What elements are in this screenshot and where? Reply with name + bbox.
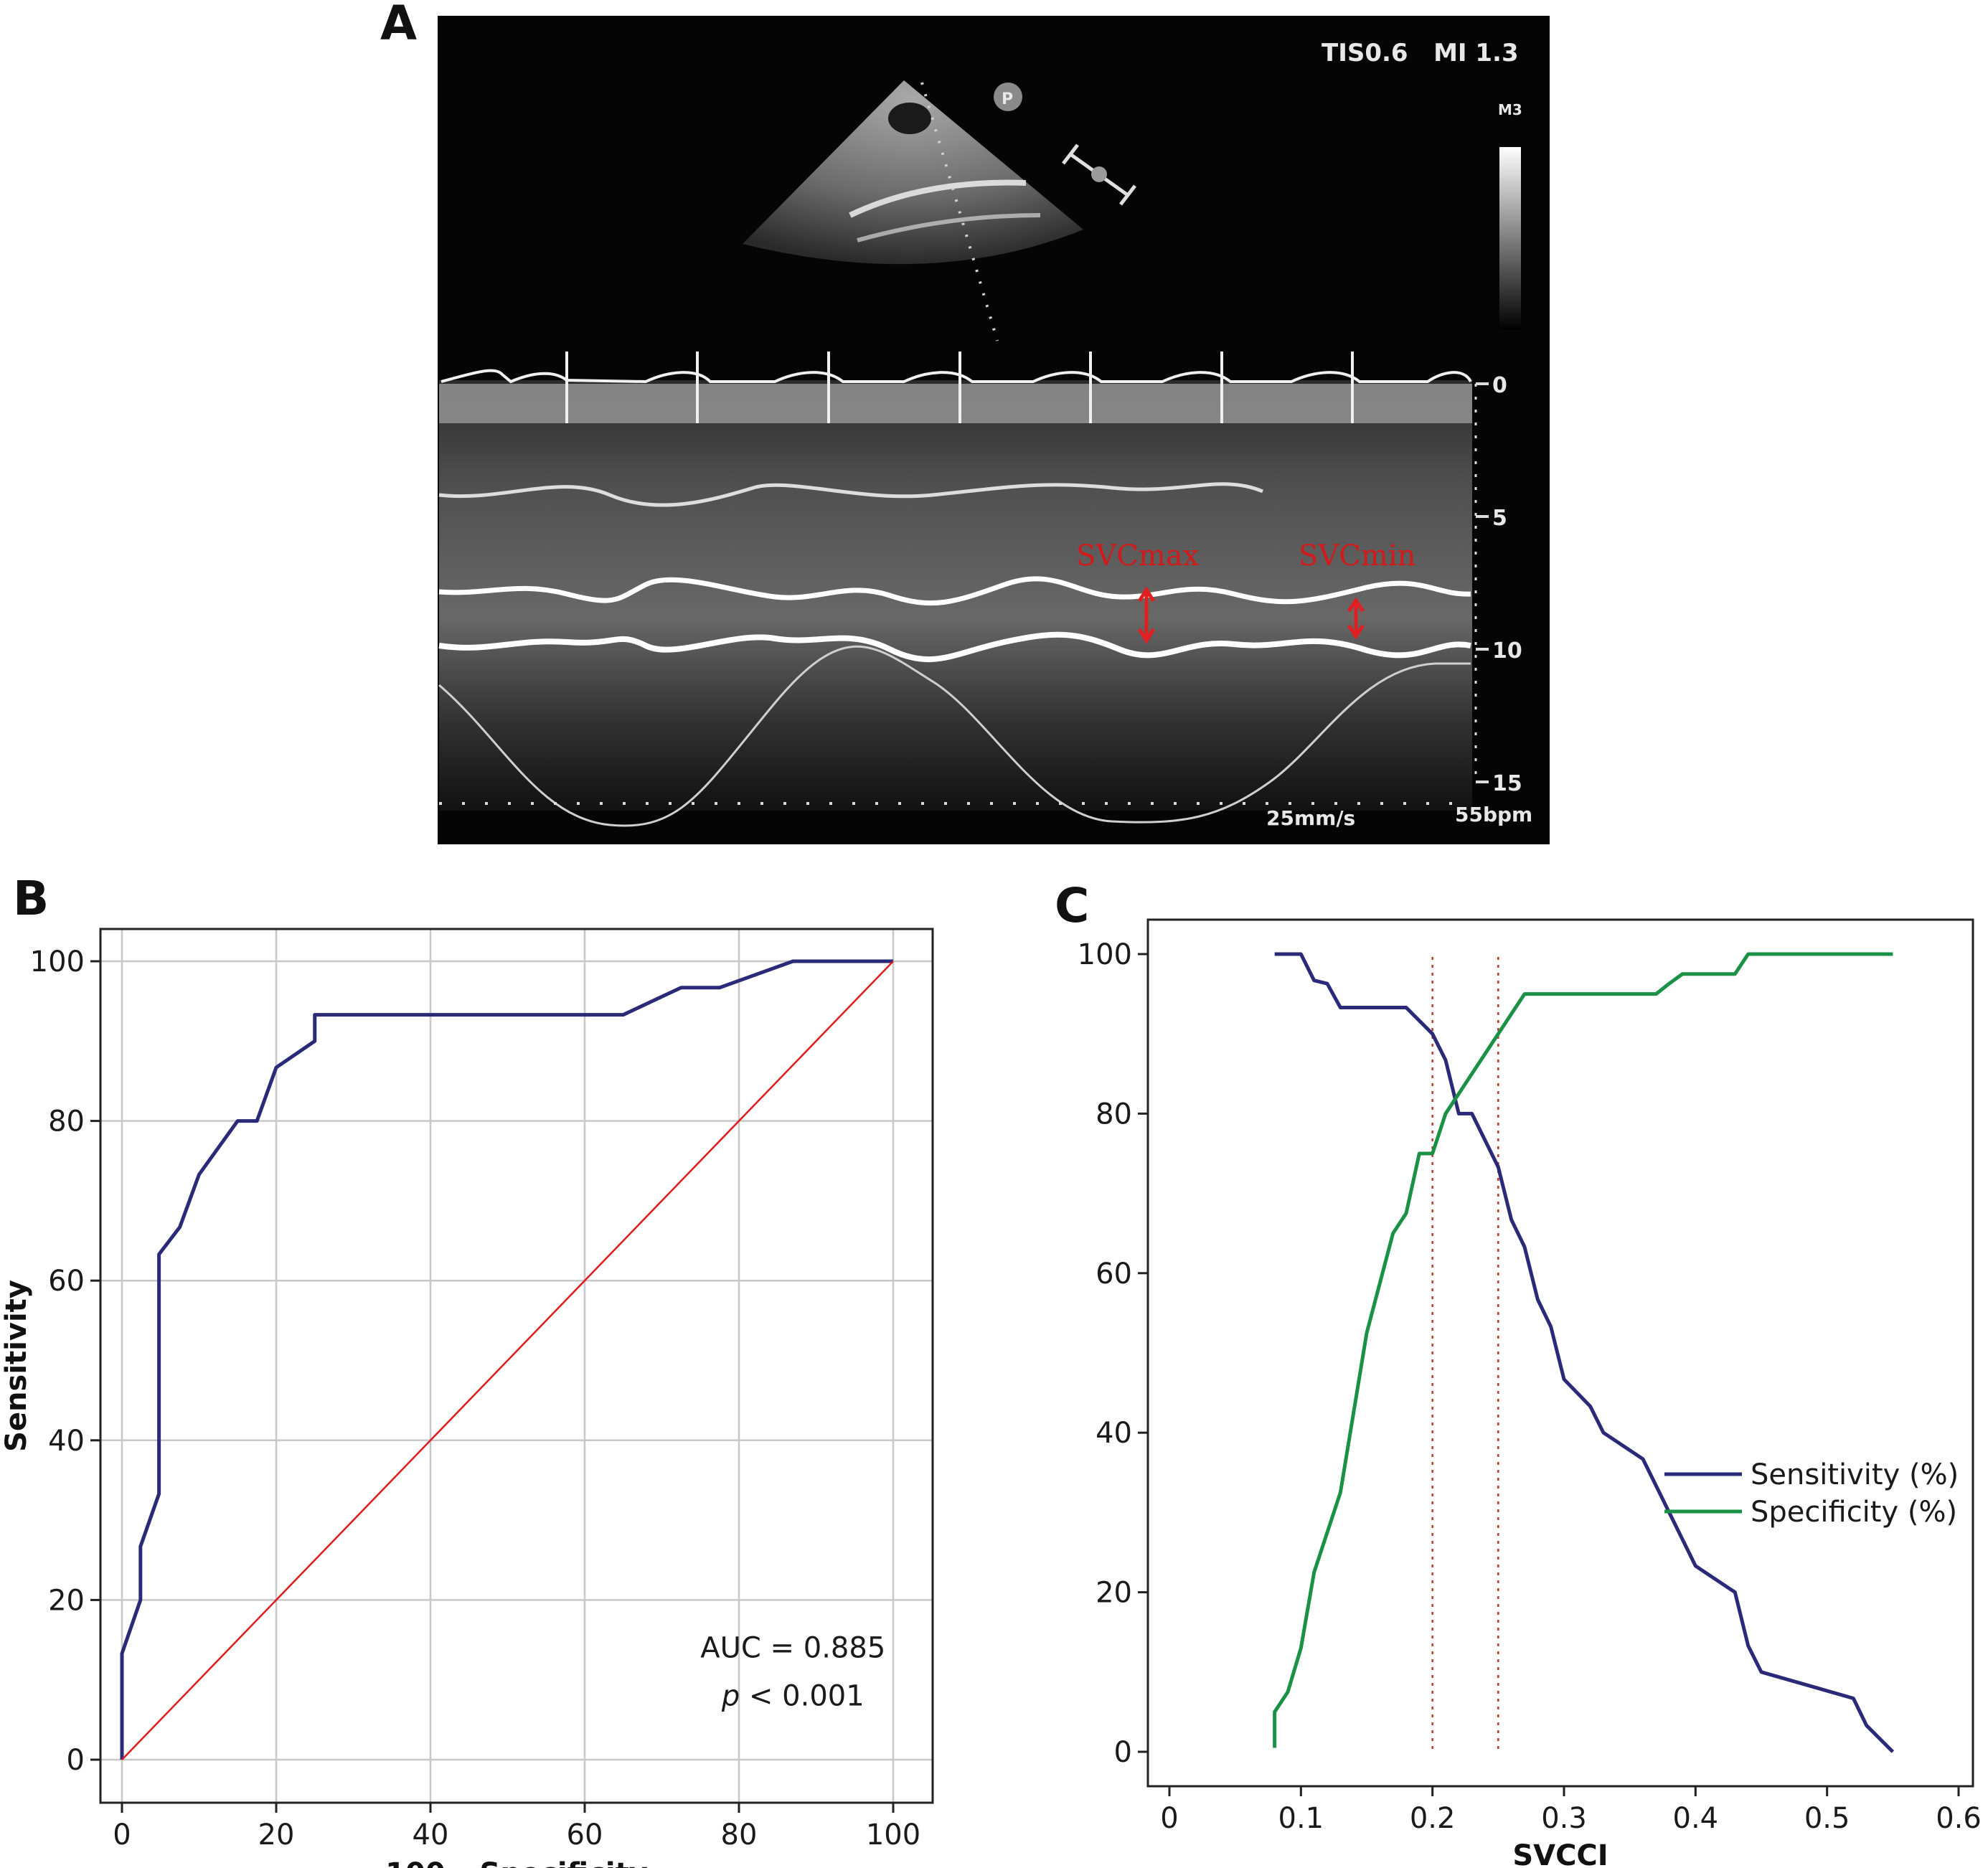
criterion-y-tick-label: 0 — [1114, 1736, 1132, 1769]
criterion-x-tick-label: 0.6 — [1936, 1802, 1982, 1835]
criterion-tick-labels: 0 0.1 0.2 0.3 0.4 0.5 0.6 0 20 40 60 80 100 — [1078, 938, 1982, 1835]
svc-min-caliper — [1347, 597, 1365, 640]
m-mode-trace — [439, 380, 1472, 811]
grayscale-colorbar — [1499, 147, 1521, 330]
criterion-y-tick-label: 100 — [1078, 938, 1132, 971]
roc-x-tick-label: 100 — [866, 1819, 920, 1852]
roc-y-tick-label: 80 — [48, 1105, 85, 1138]
depth-label-10: 10 — [1492, 638, 1522, 664]
criterion-y-tick-label: 40 — [1096, 1417, 1132, 1450]
criterion-x-tick-label: 0.5 — [1804, 1802, 1850, 1835]
reference-diagonal-line — [121, 961, 894, 1760]
criterion-y-tick-label: 80 — [1096, 1098, 1132, 1131]
roc-y-tick-label: 40 — [48, 1425, 85, 1458]
svc-wall-echo-lower — [857, 213, 1041, 242]
roc-grid — [100, 929, 933, 1803]
p-value-annotation: p < 0.001 — [721, 1679, 865, 1712]
roc-tick-labels: 0 20 40 60 80 100 0 20 40 60 80 100 — [30, 945, 921, 1852]
m-mode-cursor — [920, 82, 999, 341]
depth-label-0: 0 — [1492, 373, 1507, 398]
criterion-x-axis-title: SVCCI — [1512, 1839, 1608, 1868]
criterion-plot-frame — [1146, 918, 1974, 1788]
criterion-series — [1273, 952, 1895, 1753]
panel-c-letter: C — [1055, 878, 1089, 933]
ecg-r-waves — [565, 352, 1354, 423]
criterion-ticks — [1138, 953, 1960, 1796]
criterion-lines — [1431, 957, 1499, 1754]
roc-y-tick-label: 100 — [30, 945, 85, 978]
depth-scale: 0 5 10 15 — [1474, 373, 1522, 796]
panel-b: B 0 20 40 60 80 100 0 20 40 60 80 100 100 – Specifi… — [0, 871, 934, 1868]
svc-max-label: SVCmax — [1076, 539, 1200, 572]
vessel-lumen — [888, 103, 931, 134]
roc-x-tick-label: 20 — [258, 1819, 295, 1852]
legend-specificity-label: Specificity (%) — [1751, 1496, 1957, 1529]
p-value-symbol: p — [721, 1679, 740, 1712]
roc-series — [120, 959, 894, 1760]
ecg-trace — [441, 369, 1472, 384]
svc-anterior-wall — [438, 576, 1471, 606]
svc-max-caliper — [1137, 586, 1156, 644]
probe-marker-label: P — [1002, 90, 1013, 108]
roc-plot-frame — [99, 928, 934, 1804]
roc-x-tick-label: 60 — [567, 1819, 603, 1852]
svc-posterior-wall — [438, 631, 1471, 663]
depth-label-5: 5 — [1492, 506, 1507, 531]
roc-curve — [120, 959, 893, 1760]
criterion-x-tick-label: 0 — [1160, 1802, 1178, 1835]
criterion-x-tick-label: 0.2 — [1410, 1802, 1456, 1835]
roc-ticks — [90, 960, 895, 1813]
criterion-y-tick-label: 60 — [1096, 1258, 1132, 1291]
colorbar-label: M3 — [1498, 101, 1522, 118]
criterion-x-tick-label: 0.3 — [1541, 1802, 1587, 1835]
roc-x-axis-title: 100 – Specificity — [385, 1857, 648, 1868]
roc-x-tick-label: 40 — [413, 1819, 449, 1852]
roc-y-tick-label: 60 — [48, 1265, 85, 1298]
roc-y-tick-label: 0 — [67, 1744, 85, 1777]
criterion-x-tick-label: 0.4 — [1673, 1802, 1719, 1835]
specificity-curve — [1273, 952, 1893, 1748]
criterion-x-tick-label: 0.1 — [1278, 1802, 1324, 1835]
p-value-text: < 0.001 — [740, 1679, 864, 1712]
roc-x-tick-label: 0 — [113, 1819, 131, 1852]
roc-x-tick-label: 80 — [721, 1819, 758, 1852]
svc-wall-echo — [849, 179, 1027, 218]
respiratory-trace — [438, 645, 1471, 827]
ultrasound-settings: TIS0.6 MI 1.3 — [1322, 39, 1519, 67]
auc-annotation: AUC = 0.885 — [700, 1632, 885, 1665]
sensitivity-curve — [1274, 952, 1895, 1753]
skin-layer-band — [439, 384, 1472, 423]
probe-marker-icon — [994, 82, 1022, 111]
panel-a-letter: A — [380, 0, 417, 51]
tissue-interface-echo — [438, 482, 1263, 507]
panel-a: A P TIS0.6 MI 1.3 M3 — [380, 0, 1550, 844]
roc-y-axis-title: Sensitivity — [0, 1280, 33, 1452]
sweep-speed: 25mm/s — [1266, 806, 1355, 830]
panel-b-letter: B — [13, 871, 49, 926]
criterion-y-tick-label: 20 — [1096, 1577, 1132, 1610]
roc-y-tick-label: 20 — [48, 1584, 85, 1617]
heart-rate: 55bpm — [1455, 803, 1532, 826]
scale-bar-icon — [1062, 143, 1136, 206]
svc-min-label: SVCmin — [1299, 539, 1415, 572]
depth-label-15: 15 — [1492, 771, 1522, 796]
legend-sensitivity-label: Sensitivity (%) — [1751, 1458, 1959, 1491]
legend: Sensitivity (%) Specificity (%) — [1664, 1458, 1959, 1529]
